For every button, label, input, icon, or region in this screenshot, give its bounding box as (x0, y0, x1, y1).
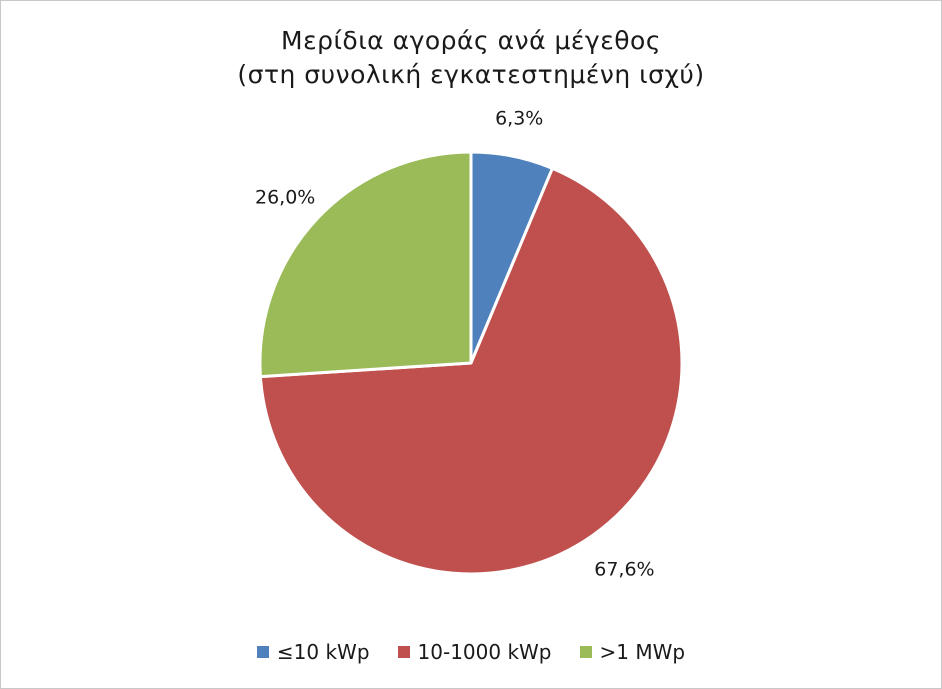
chart-subtitle: (στη συνολική εγκατεστημένη ισχύ) (237, 60, 705, 89)
legend-swatch-large (579, 646, 592, 658)
data-label-large: 26,0% (255, 187, 315, 209)
pie-data-labels: 6,3% 67,6% 26,0% (255, 107, 655, 580)
legend-item-small: ≤10 kWp (256, 640, 370, 664)
legend-swatch-medium (397, 646, 410, 658)
legend-label-small: ≤10 kWp (276, 640, 370, 664)
legend-label-medium: 10-1000 kWp (417, 640, 552, 664)
data-label-medium: 67,6% (594, 559, 654, 581)
pie-slice-large (258, 150, 473, 379)
pie-slice-medium (258, 166, 684, 576)
chart-title-block: Μερίδια αγοράς ανά μέγεθος (στη συνολική… (0, 24, 942, 92)
legend-swatch-small (256, 646, 269, 658)
chart-legend: ≤10 kWp 10-1000 kWp >1 MWp (0, 640, 942, 664)
legend-item-medium: 10-1000 kWp (397, 640, 552, 664)
data-label-small: 6,3% (495, 107, 543, 129)
legend-item-large: >1 MWp (579, 640, 686, 664)
legend-label-large: >1 MWp (599, 640, 686, 664)
pie-slices (258, 150, 684, 576)
chart-title: Μερίδια αγοράς ανά μέγεθος (281, 26, 661, 55)
